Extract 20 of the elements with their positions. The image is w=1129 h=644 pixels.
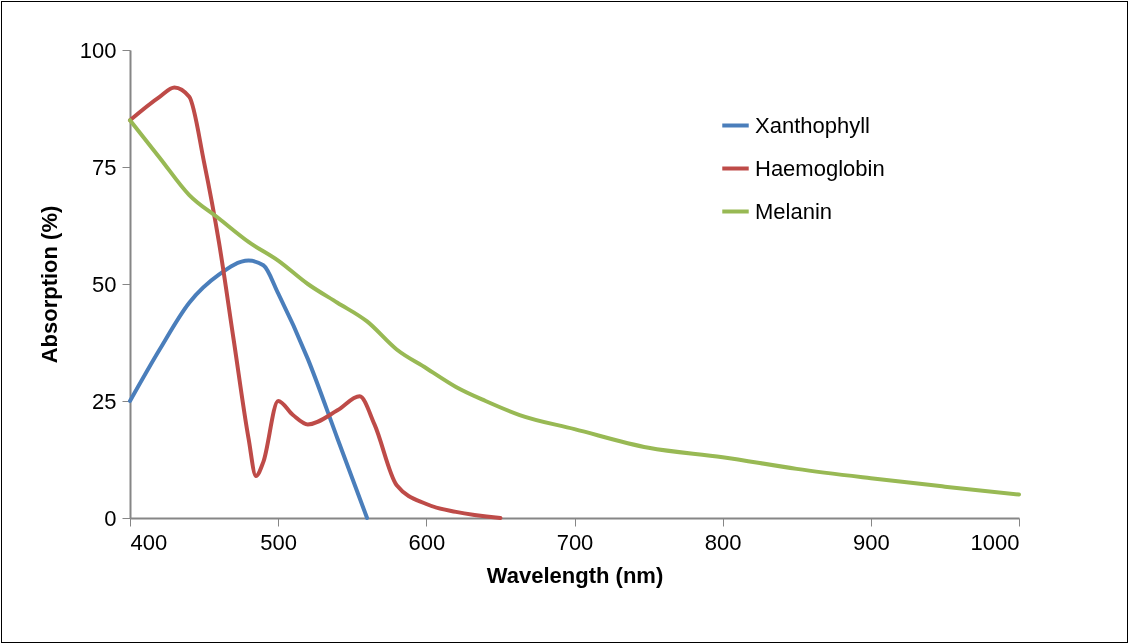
y-tick-label: 25 bbox=[92, 388, 117, 414]
x-tick-label: 600 bbox=[408, 529, 446, 555]
line-series bbox=[128, 258, 370, 520]
x-tick-label: 800 bbox=[704, 529, 742, 555]
x-tick-label: 900 bbox=[852, 529, 890, 555]
legend-label: Xanthophyll bbox=[755, 112, 870, 138]
x-axis-title: Wavelength (nm) bbox=[486, 562, 664, 588]
x-tick-label: 400 bbox=[130, 529, 168, 555]
legend-label: Haemoglobin bbox=[755, 155, 885, 181]
x-tick-label: 1000 bbox=[970, 529, 1020, 555]
x-tick-label: 500 bbox=[260, 529, 298, 555]
line-series bbox=[128, 118, 1021, 497]
y-tick-label: 0 bbox=[104, 505, 117, 531]
y-axis-title: Absorption (%) bbox=[36, 205, 62, 364]
y-tick-label: 100 bbox=[79, 37, 117, 63]
legend-label: Melanin bbox=[755, 198, 833, 224]
y-tick-label: 50 bbox=[92, 271, 117, 297]
x-tick-label: 700 bbox=[556, 529, 594, 555]
y-tick-label: 75 bbox=[92, 154, 117, 180]
line-series bbox=[128, 85, 503, 520]
